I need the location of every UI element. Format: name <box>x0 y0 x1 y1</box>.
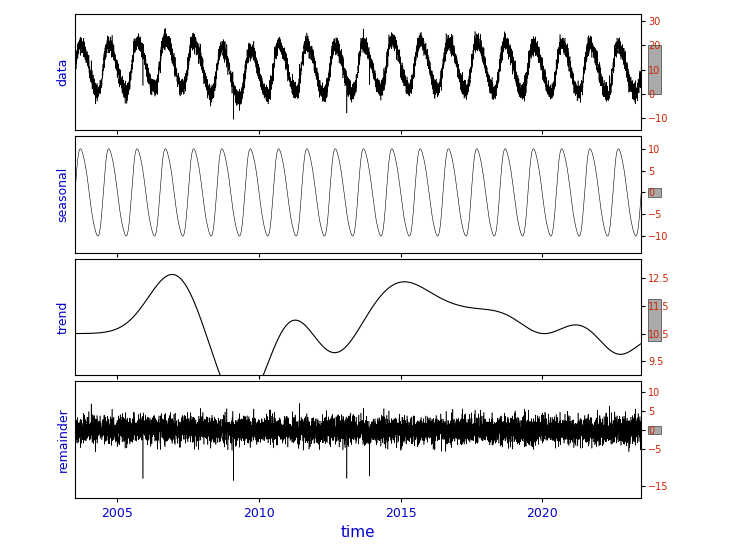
FancyBboxPatch shape <box>648 299 661 340</box>
FancyBboxPatch shape <box>648 188 661 197</box>
FancyBboxPatch shape <box>648 46 661 94</box>
X-axis label: time: time <box>340 525 376 540</box>
Y-axis label: trend: trend <box>56 300 70 334</box>
Y-axis label: seasonal: seasonal <box>56 167 70 222</box>
Y-axis label: remainder: remainder <box>56 407 70 471</box>
FancyBboxPatch shape <box>648 426 661 434</box>
Y-axis label: data: data <box>56 58 70 86</box>
